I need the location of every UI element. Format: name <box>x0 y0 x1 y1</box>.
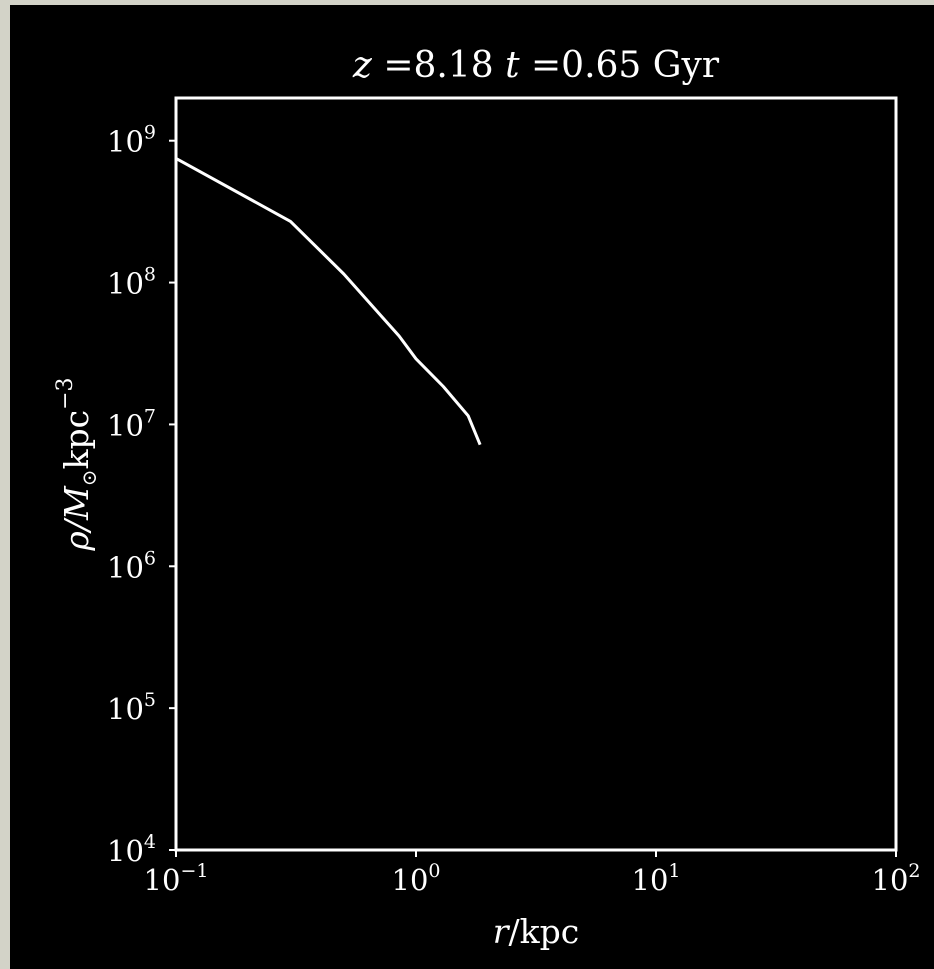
y-tick-label-exponent: 8 <box>144 264 156 286</box>
y-axis-label-unit: kpc <box>57 410 96 470</box>
title-equals: = <box>372 45 414 86</box>
title-t-unit: Gyr <box>653 45 720 86</box>
y-axis-label-symbol: ρ <box>57 531 96 552</box>
x-axis-label-unit: /kpc <box>509 912 580 951</box>
y-tick-label: 106 <box>107 547 156 584</box>
y-tick-label: 108 <box>107 264 156 301</box>
y-tick-label-exponent: 5 <box>144 689 156 711</box>
title-t-value: 0.65 <box>561 45 641 86</box>
title-t-symbol: t <box>505 45 520 86</box>
x-tick-label-base: 10 <box>632 863 669 897</box>
y-axis-label-mass: /M <box>57 485 96 534</box>
y-axis-label-exponent: −3 <box>53 377 78 409</box>
x-tick-label: 10−1 <box>144 860 209 897</box>
y-tick-label-exponent: 6 <box>144 547 156 569</box>
x-tick-label-exponent: 2 <box>908 860 920 882</box>
title-z-symbol: z <box>352 45 373 86</box>
title-equals-2: = <box>520 45 562 86</box>
figure: z =8.18 t =0.65 Gyr 10−1 100 101 102 104 105… <box>10 5 934 969</box>
x-axis-ticks: 10−1 100 101 102 <box>144 850 921 897</box>
y-tick-label-exponent: 4 <box>144 831 156 853</box>
y-tick-label-base: 10 <box>107 692 144 726</box>
x-tick-label-base: 10 <box>144 863 181 897</box>
x-tick-label-base: 10 <box>392 863 429 897</box>
y-tick-label: 104 <box>107 831 156 868</box>
plot-frame <box>174 96 898 852</box>
density-profile-chart: z =8.18 t =0.65 Gyr 10−1 100 101 102 104105… <box>53 45 921 951</box>
density-profile-line <box>175 157 482 446</box>
y-tick-label-base: 10 <box>107 267 144 301</box>
y-tick-label-base: 10 <box>107 834 144 868</box>
y-tick-label: 105 <box>107 689 156 726</box>
title-z-value: 8.18 <box>413 45 493 86</box>
x-tick-label-exponent: −1 <box>180 860 208 882</box>
y-tick-label-base: 10 <box>107 550 144 584</box>
series-layer <box>175 157 482 446</box>
x-tick-label-exponent: 1 <box>668 860 680 882</box>
x-axis-label: r/kpc <box>493 912 580 951</box>
y-tick-label-exponent: 7 <box>144 405 156 427</box>
x-tick-label-exponent: 0 <box>428 860 440 882</box>
x-tick-label: 102 <box>872 860 921 897</box>
y-tick-label-base: 10 <box>107 125 144 159</box>
y-tick-label-base: 10 <box>107 408 144 442</box>
y-tick-label: 109 <box>107 122 156 159</box>
chart-title: z =8.18 t =0.65 Gyr <box>352 45 720 86</box>
title-space-2 <box>641 45 652 86</box>
x-tick-label: 101 <box>632 860 681 897</box>
x-tick-label: 100 <box>392 860 441 897</box>
x-tick-label-base: 10 <box>872 863 909 897</box>
y-tick-label: 107 <box>107 405 156 442</box>
y-tick-label-exponent: 9 <box>144 122 156 144</box>
y-axis-label-sun: ⊙ <box>77 469 101 486</box>
x-axis-label-symbol: r <box>493 912 511 951</box>
y-axis-label: ρ/M⊙kpc−3 <box>53 377 101 551</box>
title-space <box>494 45 505 86</box>
